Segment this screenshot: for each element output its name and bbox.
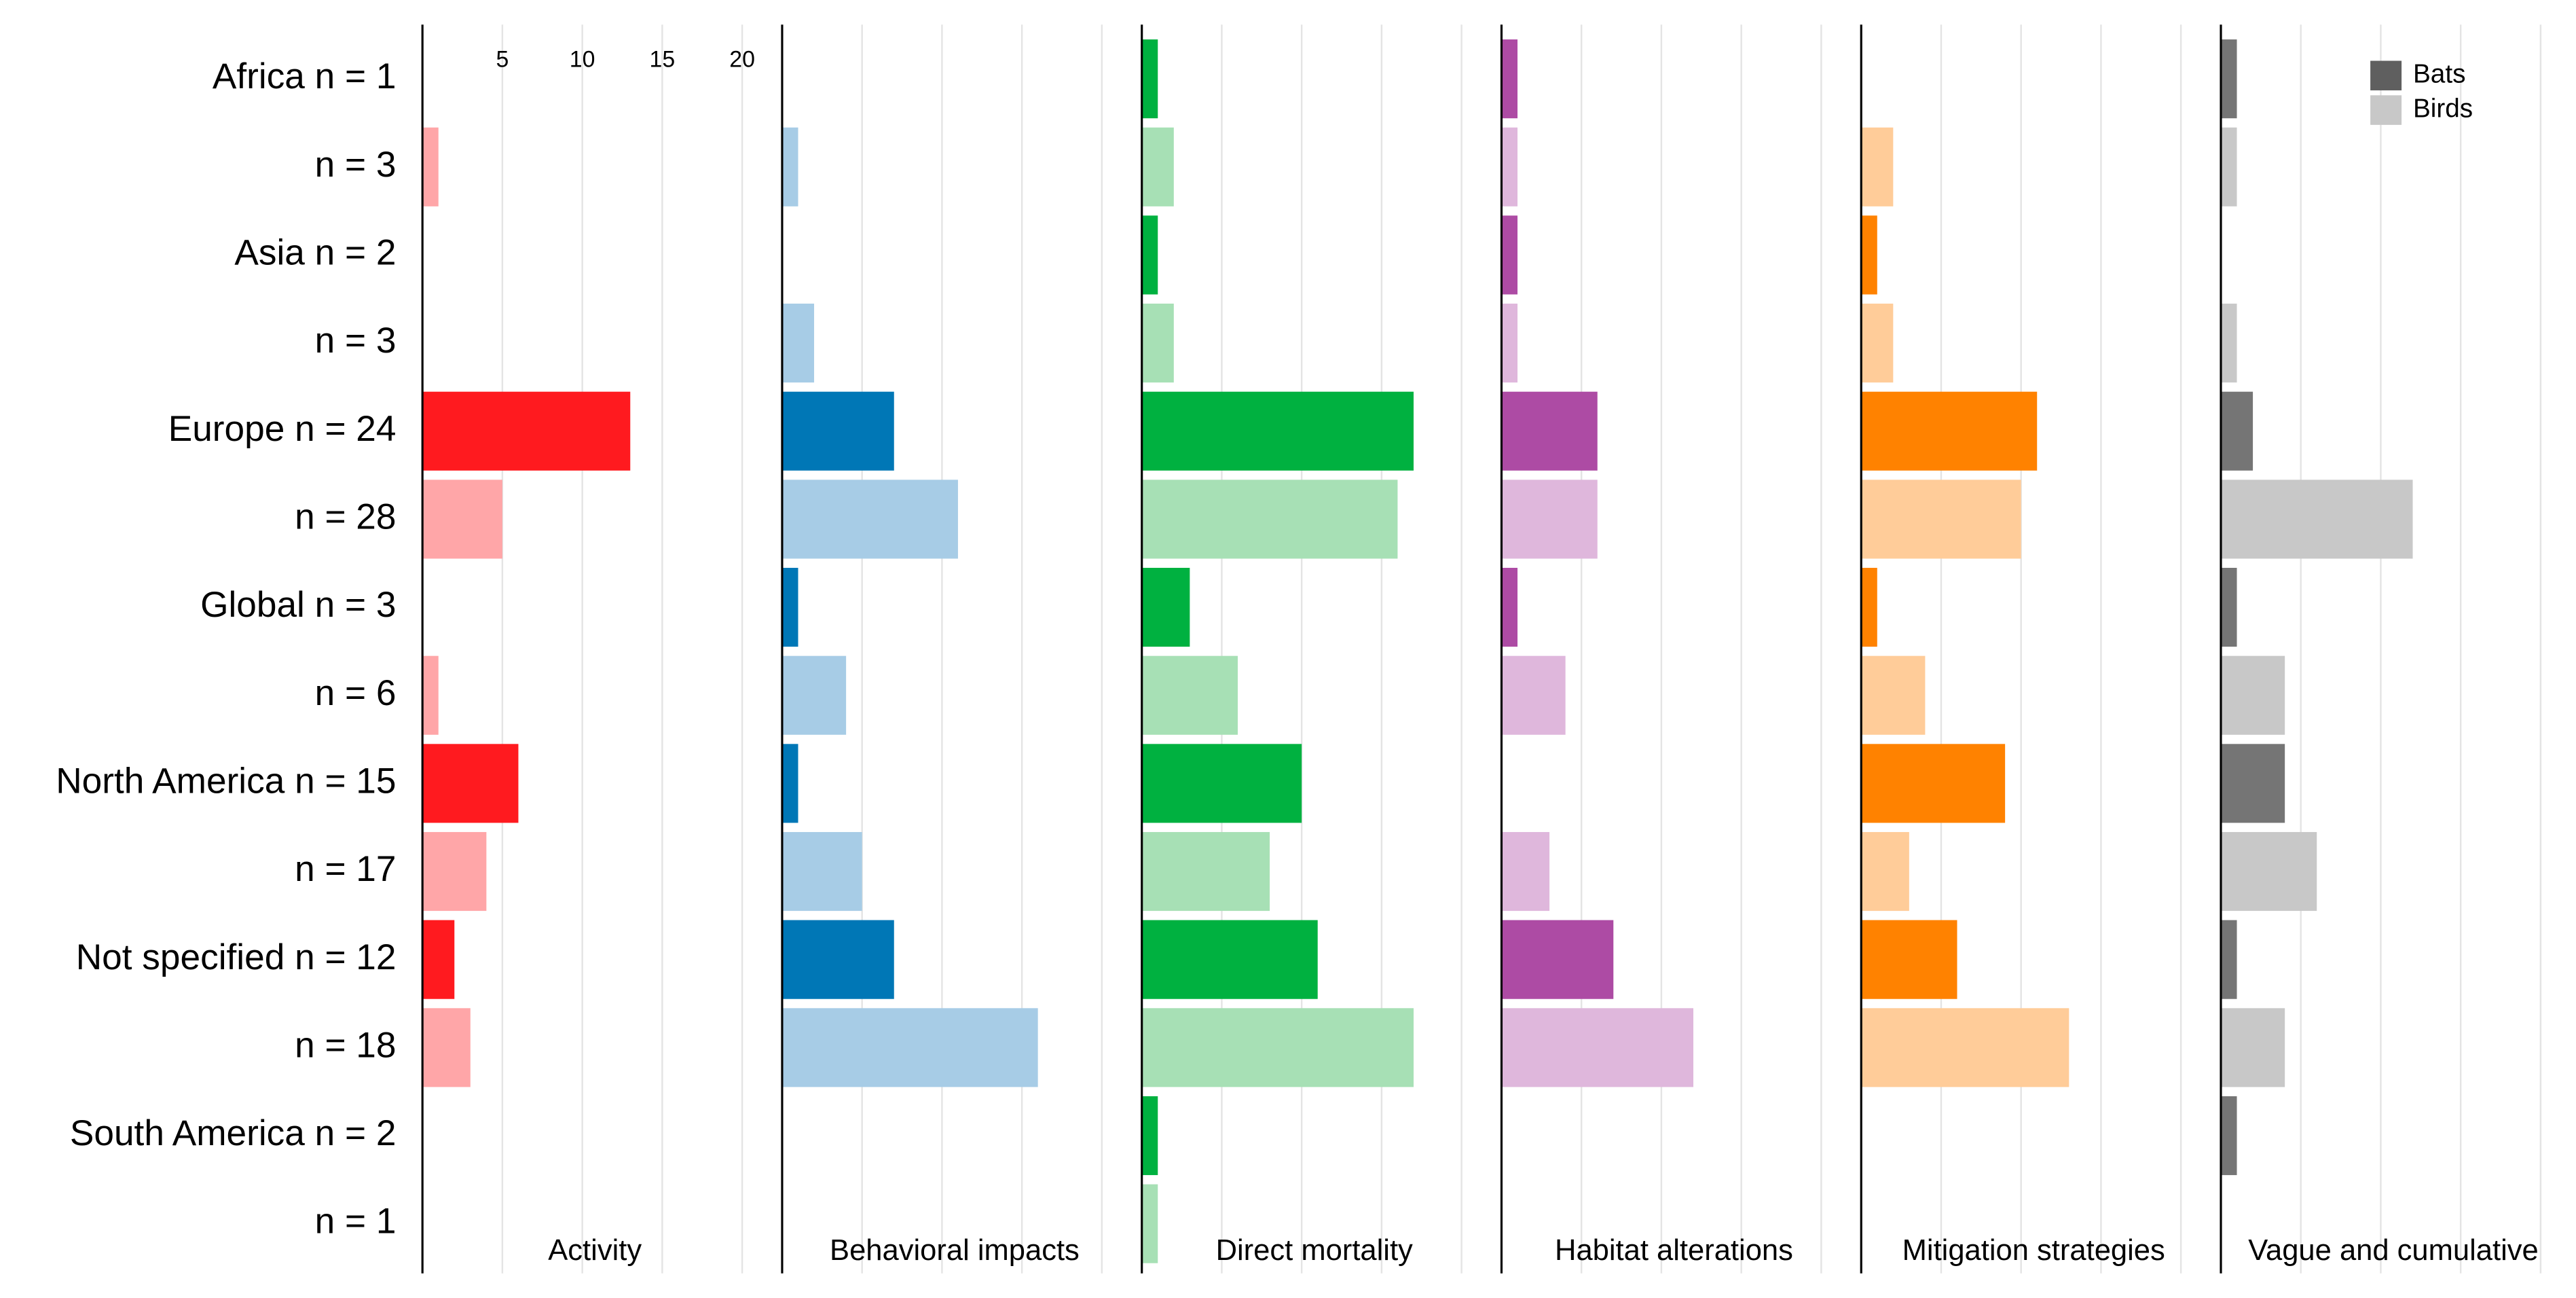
category-label: Europe n = 24	[168, 409, 397, 449]
bar	[781, 480, 958, 559]
legend-label: Birds	[2413, 94, 2473, 123]
bar	[422, 744, 519, 823]
category-label: Global n = 3	[200, 585, 396, 625]
bar	[1501, 831, 1550, 912]
bar	[1501, 655, 1566, 735]
bar	[1501, 568, 1518, 647]
panel-title: Behavioral impacts	[830, 1234, 1080, 1267]
bar	[2220, 304, 2237, 383]
bar	[2220, 480, 2413, 559]
category-label: Asia n = 2	[234, 232, 396, 272]
bar	[1141, 1096, 1158, 1176]
bar	[1861, 480, 2021, 559]
category-label: Not specified n = 12	[76, 937, 397, 977]
bar	[2220, 127, 2237, 206]
panel-title: Habitat alterations	[1555, 1234, 1793, 1267]
panel-title: Vague and cumulative	[2248, 1234, 2539, 1267]
bar	[2220, 1008, 2285, 1087]
bar	[781, 127, 798, 206]
bar	[2220, 920, 2237, 999]
bar	[2220, 39, 2237, 119]
bar	[422, 127, 439, 206]
bar	[1501, 127, 1518, 206]
legend-swatch	[2370, 60, 2402, 91]
bar	[1861, 391, 2038, 471]
bar	[422, 920, 455, 999]
bar	[781, 391, 894, 471]
x-tick-label: 20	[729, 46, 755, 72]
bar	[781, 744, 798, 823]
bar	[1141, 1008, 1414, 1087]
bar	[1501, 215, 1518, 295]
bar	[781, 568, 798, 647]
bar	[1141, 744, 1302, 823]
bar	[1501, 39, 1518, 119]
panel-title: Mitigation strategies	[1902, 1234, 2165, 1267]
bar	[2220, 744, 2285, 823]
category-label: n = 28	[295, 497, 396, 537]
bar	[422, 391, 631, 471]
x-tick-label: 10	[570, 46, 595, 72]
bar	[1141, 1184, 1158, 1263]
bar	[781, 655, 847, 735]
bar	[1141, 215, 1158, 295]
bar	[1141, 831, 1270, 912]
bar	[1141, 39, 1158, 119]
bar	[422, 480, 502, 559]
category-label: n = 3	[315, 145, 397, 185]
bar	[2220, 391, 2253, 471]
category-label: Africa n = 1	[213, 56, 397, 96]
bar	[1861, 127, 1894, 206]
bar	[1501, 391, 1598, 471]
bar	[1861, 831, 1909, 912]
bar	[1861, 920, 1957, 999]
bar	[2220, 1096, 2237, 1176]
category-label: North America n = 15	[56, 761, 396, 801]
bar	[2220, 831, 2317, 912]
bar	[1861, 1008, 2069, 1087]
bar	[1501, 480, 1598, 559]
bar	[1141, 480, 1398, 559]
bar	[1501, 920, 1614, 999]
legend-label: Bats	[2413, 59, 2465, 88]
panel-title: Activity	[548, 1234, 642, 1267]
bar	[1501, 304, 1518, 383]
bar	[422, 831, 487, 912]
bar	[2220, 655, 2285, 735]
bar	[781, 1008, 1038, 1087]
bar	[1861, 304, 1894, 383]
bar	[2220, 568, 2237, 647]
bar	[1141, 127, 1174, 206]
panel-title: Direct mortality	[1216, 1234, 1413, 1267]
bar	[781, 304, 815, 383]
category-label: n = 17	[295, 849, 396, 889]
category-label: n = 1	[315, 1202, 397, 1242]
x-tick-label: 15	[650, 46, 676, 72]
bar	[781, 920, 894, 999]
category-label: n = 3	[315, 321, 397, 361]
bar	[1861, 215, 1877, 295]
legend-swatch	[2370, 95, 2402, 125]
bar	[1141, 391, 1414, 471]
x-tick-label: 5	[496, 46, 509, 72]
bar	[1501, 1008, 1694, 1087]
category-label: n = 18	[295, 1025, 396, 1065]
bar	[1141, 568, 1190, 647]
bar	[1141, 655, 1238, 735]
bar	[1861, 655, 1926, 735]
bar	[1861, 744, 2006, 823]
bar	[422, 1008, 471, 1087]
bar	[1141, 304, 1174, 383]
category-label: South America n = 2	[70, 1113, 397, 1153]
bar	[781, 831, 862, 912]
bar	[1141, 920, 1318, 999]
bar	[422, 655, 439, 735]
category-label: n = 6	[315, 673, 397, 713]
bar	[1861, 568, 1877, 647]
